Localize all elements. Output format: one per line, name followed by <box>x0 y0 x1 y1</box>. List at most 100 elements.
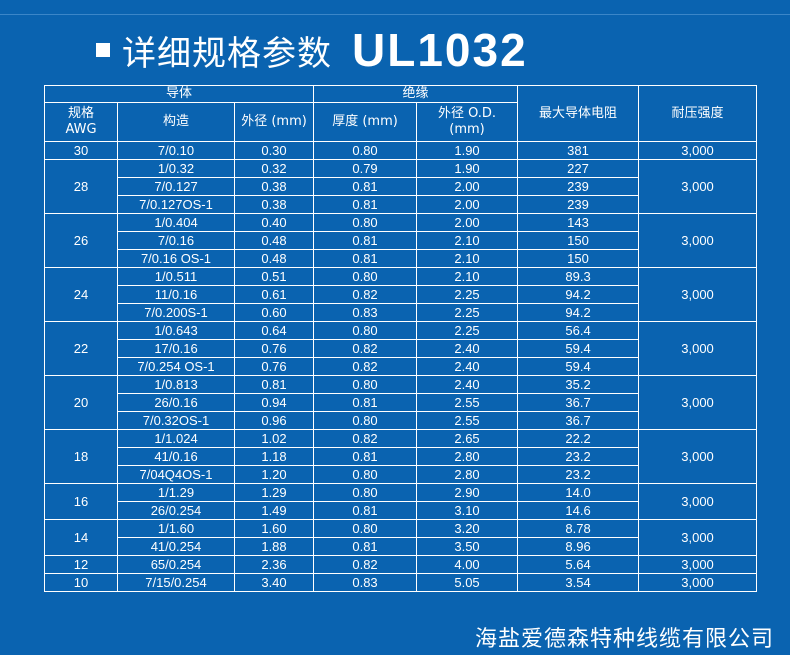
insulation-od-cell: 2.10 <box>416 267 519 286</box>
thickness-cell: 0.80 <box>313 321 418 340</box>
conductor-od-cell: 0.81 <box>233 375 315 394</box>
resistance-cell: 150 <box>517 231 640 250</box>
resistance-cell: 56.4 <box>517 321 640 340</box>
awg-cell: 14 <box>44 519 118 556</box>
construction-cell: 41/0.254 <box>117 537 235 556</box>
construction-cell: 1/0.32 <box>117 159 235 178</box>
table-row: 10 7/15/0.254 3.40 0.83 5.05 3.54 3,000 <box>44 573 758 592</box>
construction-cell: 7/15/0.254 <box>117 573 235 592</box>
construction-cell: 17/0.16 <box>117 339 235 358</box>
table-row: 7/04Q4OS-1 1.20 0.80 2.80 23.2 <box>45 465 757 484</box>
insulation-od-cell: 2.80 <box>416 465 519 484</box>
conductor-od-cell: 3.40 <box>233 573 315 592</box>
conductor-od-cell: 0.61 <box>233 285 315 304</box>
resistance-cell: 36.7 <box>517 411 640 430</box>
construction-cell: 1/0.643 <box>117 321 235 340</box>
header-resistance: 最大导体电阻 <box>517 85 640 142</box>
insulation-od-cell: 2.10 <box>416 249 519 268</box>
conductor-od-cell: 0.40 <box>233 213 315 232</box>
construction-cell: 7/0.16 <box>117 231 235 250</box>
insulation-od-cell: 2.80 <box>416 447 519 466</box>
construction-cell: 7/0.10 <box>117 141 235 160</box>
resistance-cell: 14.0 <box>517 483 640 502</box>
conductor-od-cell: 0.30 <box>233 141 315 160</box>
insulation-od-cell: 3.50 <box>416 537 519 556</box>
resistance-cell: 239 <box>517 177 640 196</box>
resistance-cell: 14.6 <box>517 501 640 520</box>
thickness-cell: 0.80 <box>313 465 418 484</box>
insulation-od-cell: 2.00 <box>416 213 519 232</box>
voltage-cell: 3,000 <box>638 213 758 268</box>
thickness-cell: 0.81 <box>313 249 418 268</box>
table-row: 7/0.127 0.38 0.81 2.00 239 <box>45 177 757 196</box>
construction-cell: 7/0.16 OS-1 <box>117 249 235 268</box>
conductor-od-cell: 0.96 <box>233 411 315 430</box>
voltage-cell: 3,000 <box>638 555 758 574</box>
thickness-cell: 0.81 <box>313 393 418 412</box>
table-row: 7/0.16 OS-1 0.48 0.81 2.10 150 <box>45 249 757 268</box>
conductor-od-cell: 2.36 <box>233 555 315 574</box>
conductor-od-cell: 0.76 <box>233 339 315 358</box>
awg-cell: 30 <box>44 141 118 160</box>
header-voltage: 耐压强度 <box>638 85 758 142</box>
conductor-od-cell: 1.29 <box>233 483 315 502</box>
conductor-od-cell: 1.60 <box>233 519 315 538</box>
resistance-cell: 239 <box>517 195 640 214</box>
group-header-conductor: 导体 <box>43 85 315 103</box>
thickness-cell: 0.83 <box>313 303 418 322</box>
construction-cell: 1/1.60 <box>117 519 235 538</box>
construction-cell: 1/1.29 <box>117 483 235 502</box>
construction-cell: 1/1.024 <box>117 429 235 448</box>
table-row: 18 1/1.024 1.02 0.82 2.65 22.2 3,000 <box>44 429 758 484</box>
insulation-od-cell: 2.65 <box>416 429 519 448</box>
header-thickness: 厚度 (mm) <box>313 102 418 142</box>
awg-cell: 22 <box>44 321 118 376</box>
header-conductor-od: 外径 (mm) <box>233 102 315 142</box>
insulation-od-cell: 2.40 <box>416 357 519 376</box>
thickness-cell: 0.81 <box>313 447 418 466</box>
thickness-cell: 0.80 <box>313 141 418 160</box>
table-row: 7/0.16 0.48 0.81 2.10 150 <box>45 231 757 250</box>
resistance-cell: 227 <box>517 159 640 178</box>
insulation-od-cell: 2.40 <box>416 375 519 394</box>
construction-cell: 11/0.16 <box>117 285 235 304</box>
table-row: 16 1/1.29 1.29 0.80 2.90 14.0 3,000 <box>44 483 758 520</box>
top-divider <box>0 14 790 15</box>
insulation-od-cell: 5.05 <box>416 573 519 592</box>
conductor-od-cell: 0.48 <box>233 249 315 268</box>
insulation-od-cell: 3.20 <box>416 519 519 538</box>
table-row: 7/0.32OS-1 0.96 0.80 2.55 36.7 <box>45 411 757 430</box>
title-text: 详细规格参数 <box>122 33 332 74</box>
conductor-od-cell: 0.32 <box>233 159 315 178</box>
table-row: 7/0.254 OS-1 0.76 0.82 2.40 59.4 <box>45 357 757 376</box>
resistance-cell: 94.2 <box>517 303 640 322</box>
resistance-cell: 89.3 <box>517 267 640 286</box>
thickness-cell: 0.81 <box>313 537 418 556</box>
resistance-cell: 8.96 <box>517 537 640 556</box>
resistance-cell: 59.4 <box>517 339 640 358</box>
construction-cell: 7/0.254 OS-1 <box>117 357 235 376</box>
table-row: 30 7/0.10 0.30 0.80 1.90 381 3,000 <box>44 141 758 160</box>
construction-cell: 26/0.254 <box>117 501 235 520</box>
voltage-cell: 3,000 <box>638 159 758 214</box>
voltage-cell: 3,000 <box>638 519 758 556</box>
construction-cell: 7/0.200S-1 <box>117 303 235 322</box>
construction-cell: 7/0.32OS-1 <box>117 411 235 430</box>
insulation-od-cell: 2.00 <box>416 195 519 214</box>
page-title: 详细规格参数 UL1032 <box>96 22 528 78</box>
thickness-cell: 0.79 <box>313 159 418 178</box>
construction-cell: 65/0.254 <box>117 555 235 574</box>
resistance-cell: 59.4 <box>517 357 640 376</box>
table-row: 20 1/0.813 0.81 0.80 2.40 35.2 3,000 <box>44 375 758 430</box>
resistance-cell: 5.64 <box>517 555 640 574</box>
insulation-od-cell: 1.90 <box>416 159 519 178</box>
conductor-od-cell: 0.51 <box>233 267 315 286</box>
insulation-od-cell: 2.10 <box>416 231 519 250</box>
thickness-cell: 0.81 <box>313 231 418 250</box>
awg-cell: 10 <box>44 573 118 592</box>
thickness-cell: 0.80 <box>313 483 418 502</box>
spec-table-body: 30 7/0.10 0.30 0.80 1.90 381 3,000 28 1/0.32 0.32… <box>44 141 758 592</box>
construction-cell: 41/0.16 <box>117 447 235 466</box>
resistance-cell: 23.2 <box>517 447 640 466</box>
awg-cell: 12 <box>44 555 118 574</box>
